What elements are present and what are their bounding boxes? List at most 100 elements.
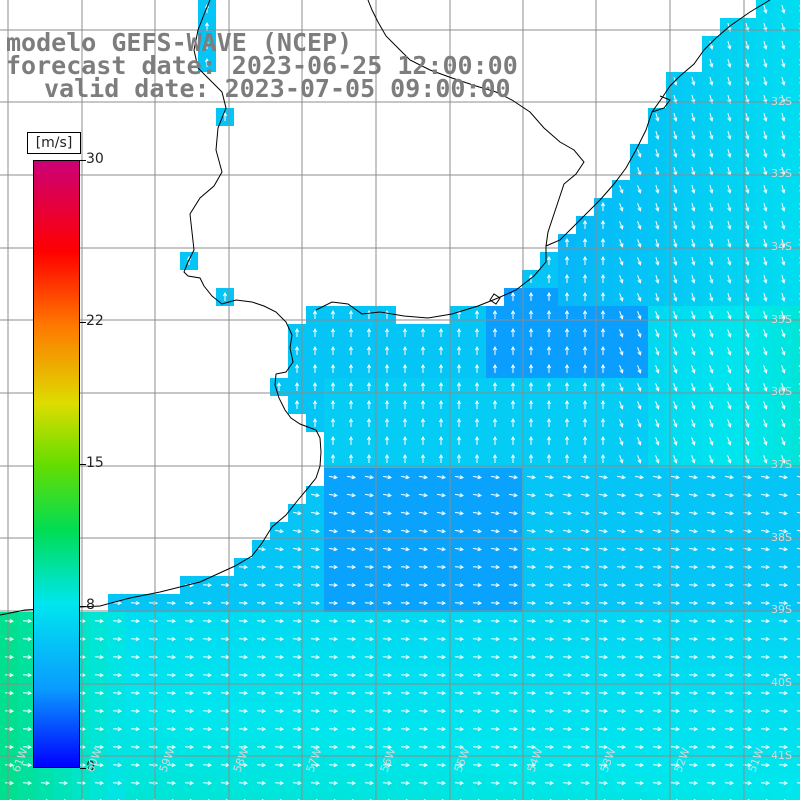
wind-arrow bbox=[274, 654, 285, 660]
wind-arrow bbox=[580, 493, 590, 498]
wind-arrow bbox=[312, 363, 318, 373]
wind-arrow bbox=[256, 690, 267, 696]
wind-arrow bbox=[564, 309, 570, 319]
wind-arrow bbox=[709, 419, 714, 428]
wind-arrow bbox=[274, 726, 285, 732]
wind-arrow bbox=[670, 690, 681, 696]
wind-arrow bbox=[637, 419, 642, 428]
wind-arrow bbox=[310, 654, 321, 660]
wind-speed-cell bbox=[486, 792, 504, 800]
wind-arrow bbox=[724, 780, 735, 786]
wind-arrow bbox=[238, 672, 249, 678]
wind-arrow bbox=[364, 690, 375, 696]
wind-arrow bbox=[238, 618, 249, 624]
wind-arrow bbox=[384, 453, 390, 463]
wind-arrow bbox=[670, 726, 681, 732]
wind-arrow bbox=[184, 600, 195, 606]
wind-arrow bbox=[544, 511, 554, 516]
valid-date-title: valid date: 2023-07-05 09:00:00 bbox=[44, 74, 511, 103]
wind-arrow bbox=[655, 311, 660, 320]
wind-arrow bbox=[564, 417, 570, 427]
wind-arrow bbox=[652, 690, 663, 696]
wind-arrow bbox=[652, 564, 663, 570]
wind-arrow bbox=[436, 475, 446, 480]
wind-arrow bbox=[328, 529, 338, 534]
wind-arrow bbox=[528, 381, 534, 391]
wind-arrow bbox=[418, 636, 429, 642]
wind-arrow bbox=[670, 618, 681, 624]
wind-arrow bbox=[112, 690, 123, 696]
wind-arrow bbox=[292, 762, 303, 768]
wind-speed-cell bbox=[774, 792, 792, 800]
wind-arrow bbox=[778, 780, 789, 786]
wind-arrow bbox=[670, 529, 680, 534]
wind-arrow bbox=[438, 453, 444, 463]
wind-arrow bbox=[256, 547, 266, 552]
wind-arrow bbox=[709, 239, 714, 248]
wind-arrow bbox=[490, 511, 500, 516]
wind-arrow bbox=[600, 327, 606, 337]
wind-arrow bbox=[582, 255, 588, 265]
wind-arrow bbox=[796, 602, 800, 604]
wind-arrow bbox=[634, 618, 645, 624]
wind-arrow bbox=[528, 345, 534, 355]
wind-arrow bbox=[328, 511, 338, 516]
wind-arrow bbox=[526, 582, 537, 588]
wind-arrow bbox=[745, 347, 750, 356]
wind-arrow bbox=[763, 311, 768, 320]
wind-arrow bbox=[364, 582, 375, 588]
wind-arrow bbox=[130, 636, 141, 642]
wind-arrow bbox=[691, 203, 696, 212]
wind-arrow bbox=[760, 744, 771, 750]
wind-arrow bbox=[526, 618, 537, 624]
wind-arrow bbox=[526, 493, 536, 498]
wind-arrow bbox=[454, 493, 464, 498]
wind-arrow bbox=[691, 221, 696, 230]
wind-arrow bbox=[508, 780, 519, 786]
coastline bbox=[0, 0, 771, 616]
wind-arrow bbox=[418, 744, 429, 750]
wind-arrow bbox=[655, 275, 660, 284]
wind-arrow bbox=[238, 780, 249, 786]
wind-arrow bbox=[204, 57, 210, 67]
wind-arrow bbox=[781, 275, 786, 284]
wind-arrow bbox=[436, 672, 447, 678]
wind-arrow bbox=[706, 529, 716, 534]
wind-arrow bbox=[472, 582, 483, 588]
wind-arrow bbox=[328, 654, 339, 660]
wind-arrow bbox=[616, 690, 627, 696]
wind-arrow bbox=[778, 762, 789, 768]
wind-arrow bbox=[652, 708, 663, 714]
wind-arrow bbox=[673, 149, 678, 158]
wind-arrow bbox=[745, 419, 750, 428]
wind-arrow bbox=[691, 149, 696, 158]
wind-arrow bbox=[616, 636, 627, 642]
wind-arrow bbox=[346, 475, 356, 480]
wind-arrow bbox=[781, 257, 786, 266]
wind-arrow bbox=[781, 329, 786, 338]
wind-arrow bbox=[760, 780, 771, 786]
wind-arrow bbox=[310, 726, 321, 732]
wind-speed-cell bbox=[792, 414, 800, 432]
wind-arrow bbox=[454, 654, 465, 660]
wind-arrow bbox=[454, 564, 465, 570]
wind-arrow bbox=[763, 59, 768, 68]
wind-speed-cell bbox=[792, 252, 800, 270]
wind-arrow bbox=[634, 582, 645, 588]
wind-arrow bbox=[490, 618, 501, 624]
wind-arrow bbox=[616, 600, 627, 606]
wind-arrow bbox=[274, 708, 285, 714]
wind-arrow bbox=[508, 511, 518, 516]
wind-arrow bbox=[490, 564, 501, 570]
wind-arrow bbox=[727, 275, 732, 284]
wind-arrow bbox=[598, 547, 608, 552]
wind-arrow bbox=[781, 203, 786, 212]
wind-arrow bbox=[564, 345, 570, 355]
wind-arrow bbox=[760, 636, 771, 642]
wind-arrow bbox=[310, 708, 321, 714]
wind-speed-cell bbox=[612, 792, 630, 800]
wind-arrow bbox=[94, 636, 105, 642]
wind-speed-cell bbox=[522, 792, 540, 800]
wind-arrow bbox=[637, 293, 642, 302]
wind-arrow bbox=[727, 437, 732, 446]
